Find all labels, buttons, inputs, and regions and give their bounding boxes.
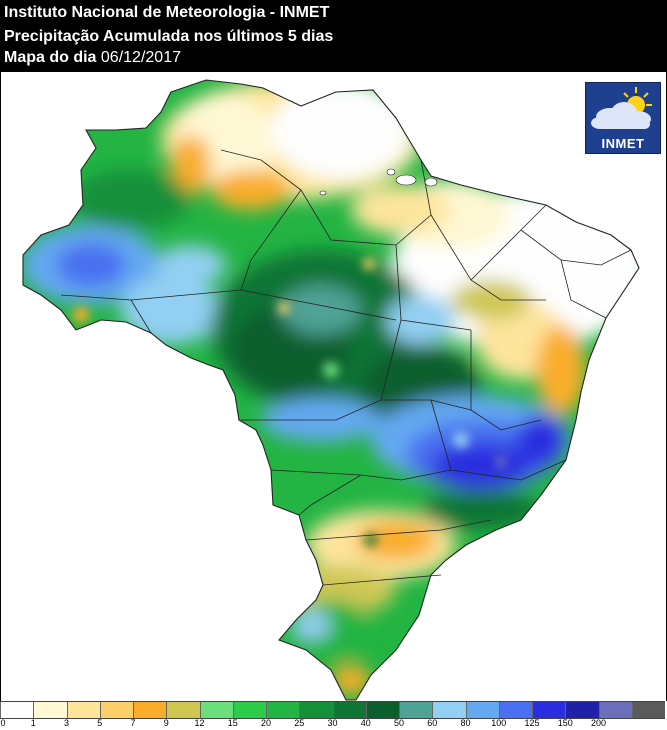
sun-cloud-icon (591, 87, 652, 129)
map-date-line: Mapa do dia 06/12/2017 (4, 48, 181, 68)
legend-swatch (598, 702, 632, 718)
legend-swatch (365, 702, 399, 718)
legend-tick-label: 5 (97, 718, 103, 728)
precipitation-legend: 0 1 3 5 7 9 12 15 20 25 30 40 50 60 80 100 125 150 200 (0, 701, 667, 730)
legend-swatch (99, 702, 133, 718)
legend-tick-label: 60 (427, 718, 438, 728)
legend-tick-label: 50 (393, 718, 405, 728)
legend-tick-label: 7 (130, 718, 136, 728)
legend-tick-label: 80 (460, 718, 471, 728)
map-header: Instituto Nacional de Meteorologia - INM… (0, 0, 667, 72)
legend-tick-label: 9 (163, 718, 169, 728)
legend-swatch (0, 702, 34, 718)
precipitation-map (0, 72, 667, 701)
logo-text: INMET (601, 136, 645, 151)
legend-swatch (199, 702, 233, 718)
legend-swatches (0, 701, 665, 719)
legend-tick-label: 30 (327, 718, 338, 728)
legend-tick-label: 12 (194, 718, 205, 728)
legend-swatch (232, 702, 266, 718)
legend-swatch (498, 702, 532, 718)
legend-tick-label: 40 (360, 718, 371, 728)
legend-tick-label: 150 (557, 718, 573, 728)
legend-tick-label: 20 (260, 718, 272, 728)
legend-swatch (532, 702, 566, 718)
legend-swatch (465, 702, 499, 718)
legend-swatch (631, 702, 665, 718)
legend-swatch (66, 702, 100, 718)
water-bodies (319, 168, 438, 196)
institute-title: Instituto Nacional de Meteorologia - INM… (4, 4, 330, 21)
legend-swatch (166, 702, 200, 718)
precipitation-field (23, 80, 639, 700)
legend-tick-label: 100 (491, 718, 507, 728)
legend-tick-label: 3 (63, 718, 70, 728)
legend-swatch (565, 702, 599, 718)
map-subtitle: Precipitação Acumulada nos últimos 5 dia… (4, 28, 334, 45)
map-date: 06/12/2017 (100, 49, 181, 66)
legend-tick-label: 25 (294, 718, 305, 728)
map-date-label: Mapa do dia (4, 49, 97, 66)
legend-swatch (266, 702, 300, 718)
legend-tick-label: 200 (590, 718, 607, 728)
inmet-logo: INMET (585, 82, 661, 154)
legend-swatch (299, 702, 333, 718)
brazil-precipitation-svg (22, 79, 640, 701)
state-borders (22, 79, 640, 701)
legend-tick-label: 125 (524, 718, 540, 728)
legend-tick-label: 0 (0, 718, 6, 728)
legend-swatch (432, 702, 466, 718)
legend-swatch (332, 702, 366, 718)
legend-tick-label: 15 (227, 718, 238, 728)
legend-swatch (399, 702, 433, 718)
legend-swatch (33, 702, 67, 718)
legend-swatch (133, 702, 167, 718)
legend-tick-label: 1 (30, 718, 36, 728)
